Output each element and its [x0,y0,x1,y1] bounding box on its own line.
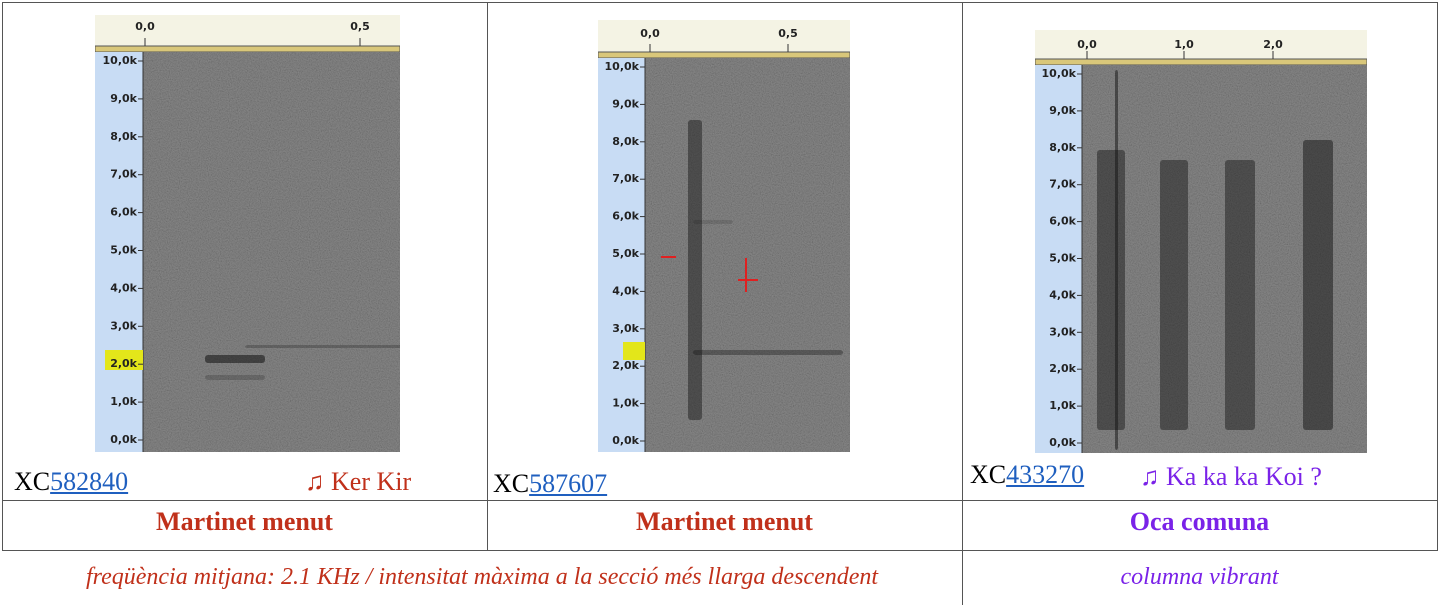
ruler-bar [598,51,850,59]
species: Martinet menut [636,507,813,536]
call-trace [693,220,733,224]
call-trace [1303,140,1333,430]
spectrogram-area [143,52,400,452]
frequency-tick-label: 10,0k [103,54,138,67]
table-border [2,550,1438,551]
ruler-bar [1035,58,1367,66]
frequency-tick-label: 2,0k [110,357,137,370]
table-border [2,2,1438,3]
call-trace [1115,70,1118,450]
frequency-tick-label: 0,0k [110,433,137,446]
call-trace [1097,150,1125,430]
frequency-tick-label: 7,0k [110,168,137,181]
call-trace [205,355,265,363]
frequency-tick-label: 7,0k [1049,178,1076,191]
frequency-tick-label: 1,0k [612,397,639,410]
frequency-tick-label: 4,0k [612,284,639,297]
call-trace [1160,160,1188,430]
frequency-panel [95,52,143,452]
catalog-link[interactable]: 433270 [1006,460,1085,489]
table-border [1437,2,1438,551]
ruler-bar [95,45,400,53]
caption: XC587607 [493,469,607,499]
frequency-panel [598,58,645,452]
frequency-tick-label: 3,0k [612,322,639,335]
frequency-tick-label: 3,0k [110,319,137,332]
frequency-tick-label: 9,0k [1049,104,1076,117]
ruler [95,15,400,46]
spectrogram-area [645,58,850,452]
time-tick-label: 0,0 [1077,38,1097,51]
call-trace [1225,160,1255,430]
call-trace [693,350,843,355]
frequency-tick-label: 8,0k [612,135,639,148]
highlight [623,342,645,360]
frequency-tick-label: 2,0k [1049,362,1076,375]
time-tick-label: 0,5 [350,20,370,33]
frequency-tick-label: 5,0k [1049,252,1076,265]
note: freqüència mitjana: 2.1 KHz / intensitat… [85,564,879,590]
table-border [962,2,963,605]
species: Oca comuna [1129,507,1270,536]
ruler [598,20,850,52]
time-tick-label: 0,5 [778,27,798,40]
frequency-tick-label: 5,0k [612,247,639,260]
frequency-tick-label: 4,0k [1049,288,1076,301]
spectrogram: 10,0k 9,0k 8,0k 7,0k 6,0k 5,0k 4,0k 3,0k 2,0k 1,0… [1035,30,1367,453]
frequency-tick-label: 6,0k [612,210,639,223]
time-tick-label: 2,0 [1263,38,1283,51]
caption: XC582840 [14,467,128,497]
frequency-panel [1035,65,1082,453]
catalog-prefix: XC [14,467,51,496]
frequency-tick-label: 3,0k [1049,325,1076,338]
ruler [1035,30,1367,59]
species: Martinet menut [156,507,333,536]
table-border [2,2,3,551]
frequency-tick-label: 0,0k [612,434,639,447]
catalog-prefix: XC [970,460,1007,489]
spectrogram: 10,0k 9,0k 8,0k 7,0k 6,0k 5,0k 4,0k 3,0k 2,0k 1,0… [598,20,850,452]
table-border [2,500,1438,501]
catalog-prefix: XC [493,469,530,498]
note: columna vibrant [1120,564,1279,590]
call: ♫ Ker Kir [305,467,412,496]
frequency-tick-label: 0,0k [1049,436,1076,449]
frequency-tick-label: 8,0k [110,130,137,143]
frequency-tick-label: 5,0k [110,244,137,257]
frequency-tick-label: 6,0k [1049,215,1076,228]
time-tick-label: 1,0 [1174,38,1194,51]
frequency-tick-label: 10,0k [1042,67,1077,80]
frequency-tick-label: 9,0k [110,92,137,105]
catalog-link[interactable]: 582840 [50,467,129,496]
caption: XC433270 [970,460,1084,490]
frequency-tick-label: 9,0k [612,97,639,110]
call-trace [205,375,265,380]
frequency-tick-label: 7,0k [612,172,639,185]
frequency-tick-label: 8,0k [1049,141,1076,154]
frequency-tick-label: 10,0k [605,60,640,73]
time-tick-label: 0,0 [135,20,155,33]
frequency-tick-label: 1,0k [1049,399,1076,412]
frequency-tick-label: 1,0k [110,395,137,408]
frequency-tick-label: 4,0k [110,281,137,294]
call: ♫ Ka ka ka Koi ? [1140,462,1322,491]
time-tick-label: 0,0 [640,27,660,40]
spectrogram: 10,0k 9,0k 8,0k 7,0k 6,0k 5,0k 4,0k 3,0k 2,0k 1,0… [95,15,400,452]
catalog-link[interactable]: 587607 [529,469,608,498]
call-trace [688,120,702,420]
frequency-tick-label: 6,0k [110,206,137,219]
table-border [487,2,488,551]
call-trace [245,345,400,348]
frequency-tick-label: 2,0k [612,359,639,372]
highlight [105,350,143,370]
